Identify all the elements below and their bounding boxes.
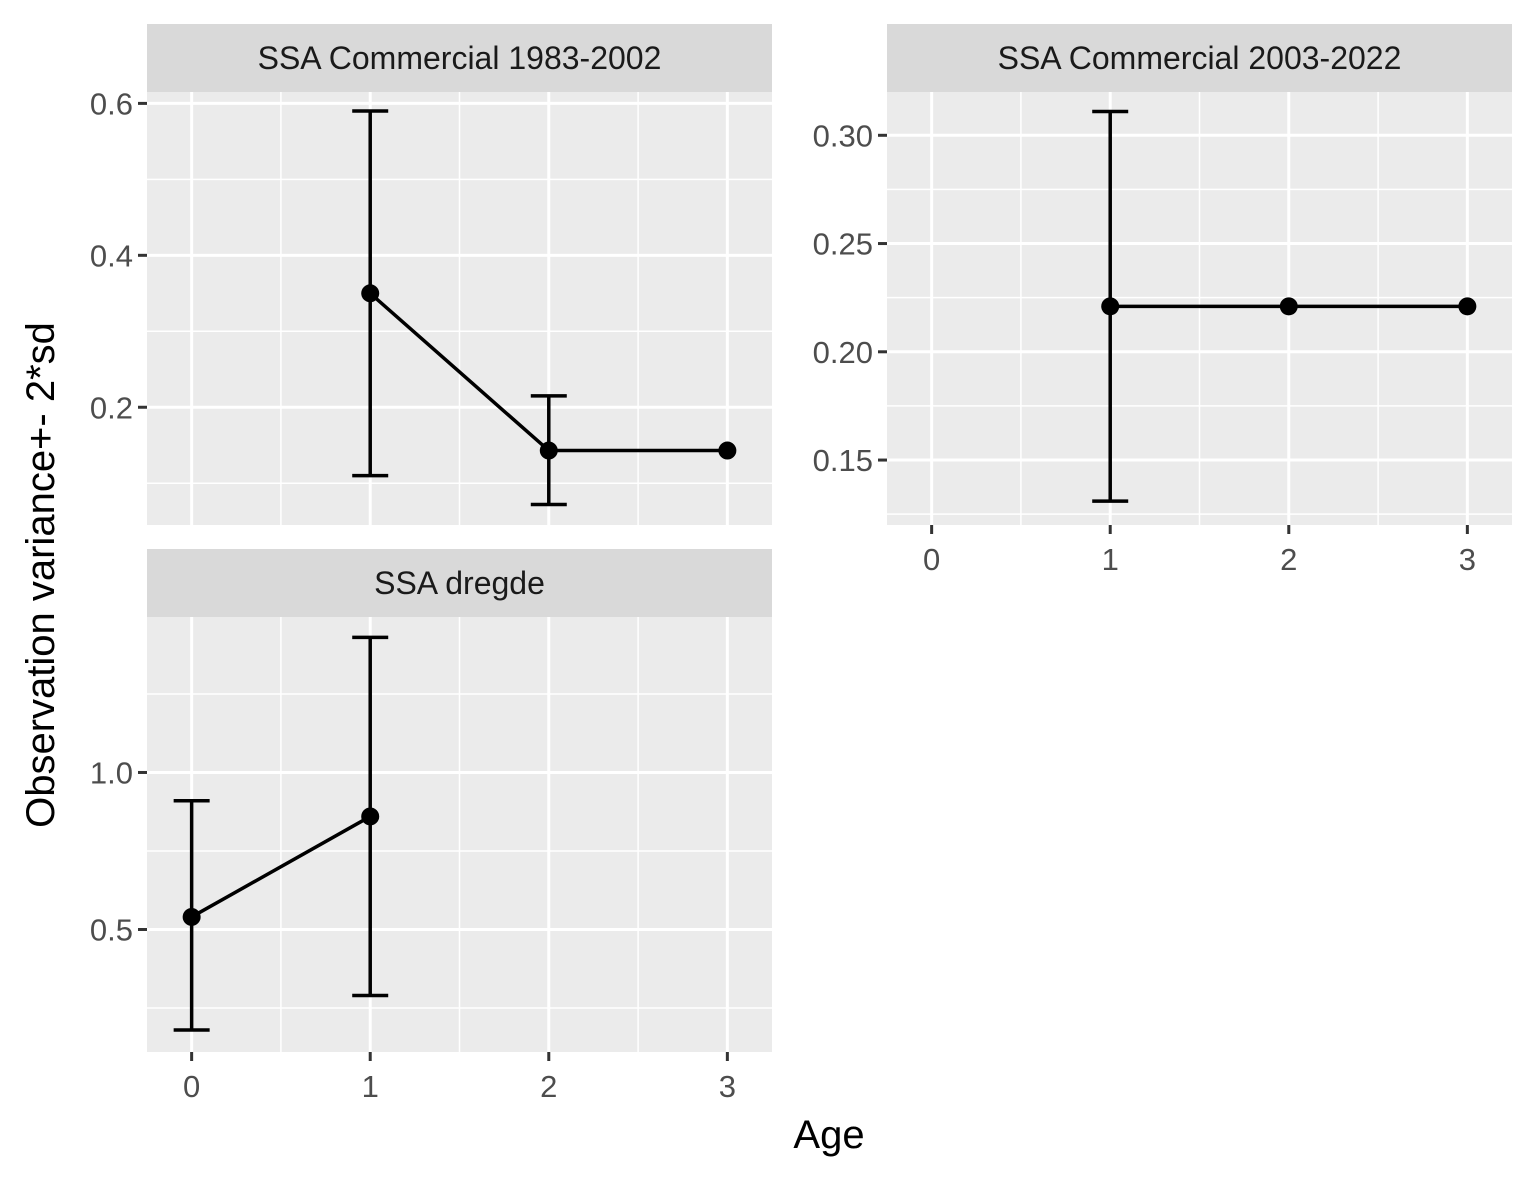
data-point bbox=[361, 284, 380, 303]
data-point bbox=[539, 441, 558, 460]
facet-strip bbox=[887, 24, 1512, 92]
y-tick-label: 0.2 bbox=[90, 390, 133, 425]
x-tick-label: 0 bbox=[923, 542, 940, 577]
facet-panel-1: SSA Commercial 1983-2002 0.2 0.4 0.6 bbox=[90, 24, 772, 525]
y-tick-label: 0.6 bbox=[90, 86, 133, 121]
x-tick-label: 0 bbox=[183, 1069, 200, 1104]
data-point bbox=[1279, 297, 1298, 316]
data-point bbox=[361, 807, 380, 826]
y-tick-label: 0.25 bbox=[813, 227, 873, 262]
y-axis-title: Observation variance+- 2*sd bbox=[19, 322, 63, 828]
data-point bbox=[1101, 297, 1120, 316]
y-tick-label: 0.15 bbox=[813, 443, 873, 478]
facet-panel-3: SSA dregde 0.5 1.0 0 1 2 3 bbox=[90, 549, 772, 1104]
facet-strip-title: SSA dregde bbox=[374, 565, 545, 601]
y-tick-label: 0.30 bbox=[813, 118, 873, 153]
x-tick-label: 2 bbox=[1280, 542, 1297, 577]
x-tick-label: 3 bbox=[1459, 542, 1476, 577]
facet-strip bbox=[147, 24, 772, 92]
y-tick-label: 1.0 bbox=[90, 755, 133, 790]
y-tick-label: 0.20 bbox=[813, 335, 873, 370]
series-line bbox=[190, 814, 372, 919]
y-tick-label: 0.5 bbox=[90, 913, 133, 948]
x-tick-label: 1 bbox=[1102, 542, 1119, 577]
x-tick-label: 3 bbox=[719, 1069, 736, 1104]
data-point bbox=[1458, 297, 1477, 316]
facet-panel-2: SSA Commercial 2003-2022 0.15 0.20 0.25 0.30… bbox=[813, 24, 1512, 577]
x-axis-title: Age bbox=[793, 1113, 864, 1157]
facet-strip bbox=[147, 549, 772, 617]
facet-strip-title: SSA Commercial 2003-2022 bbox=[998, 40, 1402, 76]
x-tick-label: 2 bbox=[540, 1069, 557, 1104]
facet-strip-title: SSA Commercial 1983-2002 bbox=[258, 40, 662, 76]
data-point bbox=[182, 907, 201, 926]
x-tick-label: 1 bbox=[362, 1069, 379, 1104]
data-point bbox=[718, 441, 737, 460]
y-tick-label: 0.4 bbox=[90, 238, 133, 273]
